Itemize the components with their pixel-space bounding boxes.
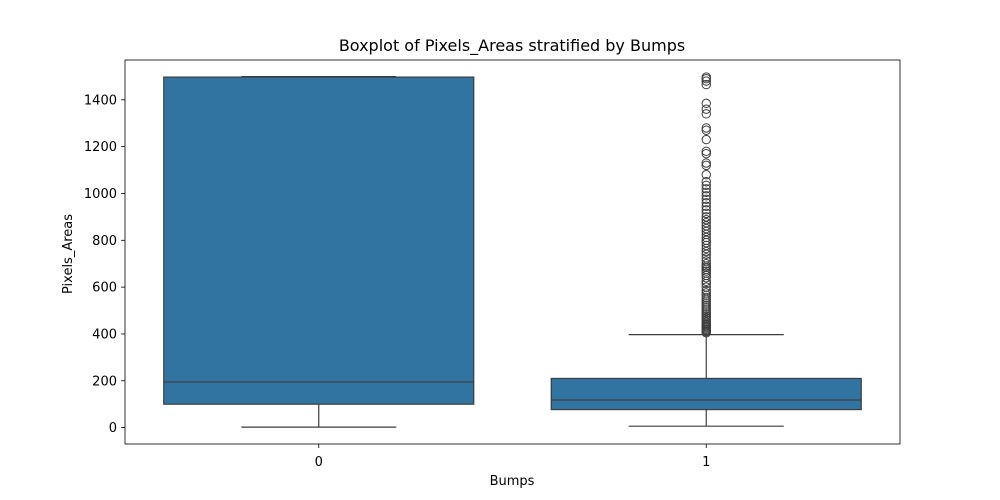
outlier-point bbox=[701, 259, 711, 269]
outlier-point bbox=[701, 98, 711, 109]
boxes-layer bbox=[163, 76, 862, 428]
y-tick-label: 1200 bbox=[84, 140, 117, 155]
outlier-point bbox=[701, 76, 711, 86]
outlier-point bbox=[701, 285, 711, 296]
box-iqr bbox=[163, 76, 475, 405]
chart-title: Boxplot of Pixels_Areas stratified by Bu… bbox=[339, 36, 685, 56]
y-tick-label: 0 bbox=[109, 421, 117, 436]
outlier-point bbox=[701, 134, 711, 145]
y-tick-label: 200 bbox=[92, 374, 117, 389]
y-axis-label: Pixels_Areas bbox=[61, 214, 76, 294]
y-axis-ticks: 0 200 400 600 800 1000 1200 1400 bbox=[84, 93, 125, 436]
outlier-point bbox=[701, 109, 711, 119]
outlier-point bbox=[701, 256, 711, 266]
outlier-point bbox=[701, 184, 711, 194]
outlier-point bbox=[701, 194, 711, 205]
outlier-point bbox=[701, 218, 711, 228]
outlier-point bbox=[701, 205, 711, 215]
outlier-point bbox=[701, 79, 711, 90]
box-group-0 bbox=[163, 76, 475, 428]
plot-frame bbox=[124, 59, 901, 445]
outlier-point bbox=[701, 212, 711, 222]
outlier-point bbox=[701, 191, 711, 201]
box-group-1 bbox=[550, 334, 862, 427]
outlier-point bbox=[701, 177, 711, 187]
outlier-point bbox=[701, 282, 711, 292]
y-tick-label: 800 bbox=[92, 234, 117, 249]
y-tick-label: 1400 bbox=[84, 93, 117, 108]
outlier-point bbox=[701, 201, 711, 212]
outlier-point bbox=[701, 253, 711, 263]
outlier-point bbox=[701, 72, 711, 82]
y-tick-label: 600 bbox=[92, 281, 117, 296]
outlier-point bbox=[701, 160, 711, 171]
outlier-point bbox=[701, 123, 711, 133]
outlier-point bbox=[701, 158, 711, 168]
x-tick-label: 0 bbox=[315, 455, 323, 470]
outlier-point bbox=[701, 288, 711, 298]
outlier-point bbox=[701, 146, 711, 157]
outlier-point bbox=[701, 214, 711, 225]
y-tick-label: 400 bbox=[92, 327, 117, 342]
outlier-point bbox=[701, 125, 711, 135]
outlier-point bbox=[701, 104, 711, 114]
outlier-point bbox=[701, 198, 711, 208]
outlier-point bbox=[701, 170, 711, 180]
outlier-point bbox=[701, 148, 711, 159]
outlier-point bbox=[701, 180, 711, 190]
box-iqr bbox=[550, 377, 862, 411]
outliers-layer bbox=[701, 72, 711, 338]
x-axis-label: Bumps bbox=[490, 474, 535, 489]
x-tick-label: 1 bbox=[702, 455, 710, 470]
outlier-point bbox=[701, 208, 711, 219]
outlier-point bbox=[701, 187, 711, 197]
y-tick-label: 1000 bbox=[84, 187, 117, 202]
